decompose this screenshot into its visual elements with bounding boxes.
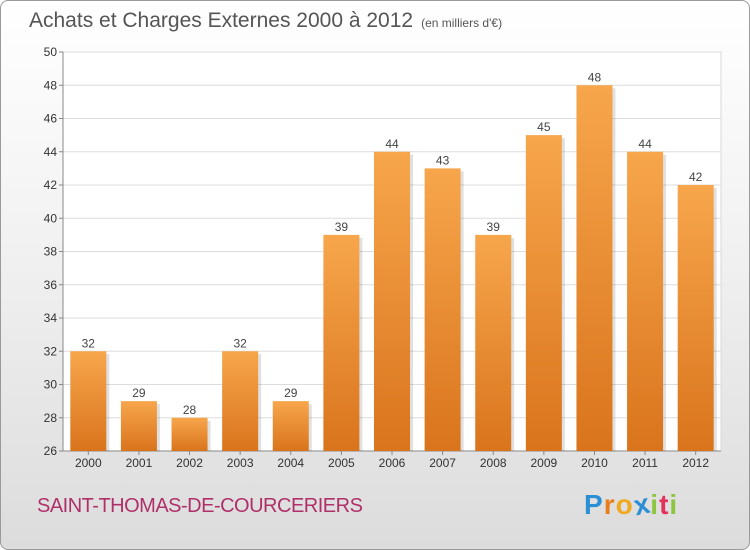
x-tick-label: 2012	[682, 456, 709, 470]
data-label: 42	[689, 170, 703, 184]
bar	[120, 401, 157, 451]
data-label: 29	[284, 386, 298, 400]
y-tick-label: 26	[44, 444, 58, 458]
bar	[627, 151, 664, 451]
data-label: 28	[183, 403, 197, 417]
title-text: Achats et Charges Externes 2000 à 2012	[29, 9, 414, 32]
x-tick-label: 2003	[227, 456, 254, 470]
logo-letter: r	[603, 489, 616, 520]
chart-title: Achats et Charges Externes 2000 à 2012 (e…	[29, 9, 502, 33]
y-tick-label: 34	[44, 311, 58, 325]
y-tick-label: 44	[44, 145, 58, 159]
town-name: SAINT-THOMAS-DE-COURCERIERS	[37, 495, 363, 517]
x-tick-label: 2006	[379, 456, 406, 470]
logo-letter: i	[650, 489, 660, 520]
data-label: 43	[436, 153, 450, 167]
data-label: 32	[82, 336, 96, 350]
bar	[374, 151, 410, 451]
bar	[171, 417, 208, 451]
x-tick-label: 2007	[429, 456, 456, 470]
logo-letter: i	[669, 489, 679, 520]
x-tick-label: 2005	[328, 456, 355, 470]
y-tick-label: 46	[44, 112, 58, 126]
y-tick-label: 28	[44, 411, 58, 425]
y-tick-label: 50	[44, 45, 58, 59]
logo-letter: P	[584, 489, 604, 520]
data-label: 44	[385, 137, 399, 151]
y-tick-label: 36	[44, 278, 58, 292]
x-tick-label: 2000	[75, 456, 102, 470]
x-tick-label: 2004	[277, 456, 304, 470]
bar	[222, 351, 259, 451]
plot-area: 26 28 30 32 34 36 38 40 42 44 46 48 50 32 2000 29 2001 28…	[44, 45, 722, 470]
y-tick-label: 48	[44, 78, 58, 92]
logo-letter: o	[615, 489, 634, 520]
y-tick-label: 32	[44, 344, 58, 358]
bar	[70, 351, 107, 451]
chart-subtitle: (en milliers d'€)	[421, 16, 503, 30]
data-label: 29	[132, 386, 146, 400]
y-tick-label: 42	[44, 178, 58, 192]
logo-letter: t	[659, 489, 670, 520]
x-tick-label: 2009	[530, 456, 557, 470]
x-tick-label: 2010	[581, 456, 608, 470]
x-tick-label: 2002	[176, 456, 203, 470]
bar	[677, 185, 714, 451]
data-label: 44	[638, 137, 652, 151]
x-tick-label: 2011	[632, 456, 658, 470]
bar	[475, 234, 512, 451]
y-tick-label: 38	[44, 245, 58, 259]
bar	[424, 168, 461, 451]
data-label: 45	[537, 120, 551, 134]
bar	[272, 401, 309, 451]
y-tick-label: 40	[44, 211, 58, 225]
x-tick-label: 2001	[126, 456, 153, 470]
bar	[576, 85, 613, 451]
bar	[323, 234, 360, 451]
data-label: 32	[233, 336, 247, 350]
bar	[525, 135, 562, 451]
x-tick-label: 2008	[480, 456, 507, 470]
data-label: 48	[588, 70, 602, 84]
proxiti-logo: Proxiti	[584, 488, 679, 522]
y-tick-label: 30	[44, 378, 58, 392]
data-label: 39	[487, 220, 501, 234]
data-label: 39	[335, 220, 349, 234]
